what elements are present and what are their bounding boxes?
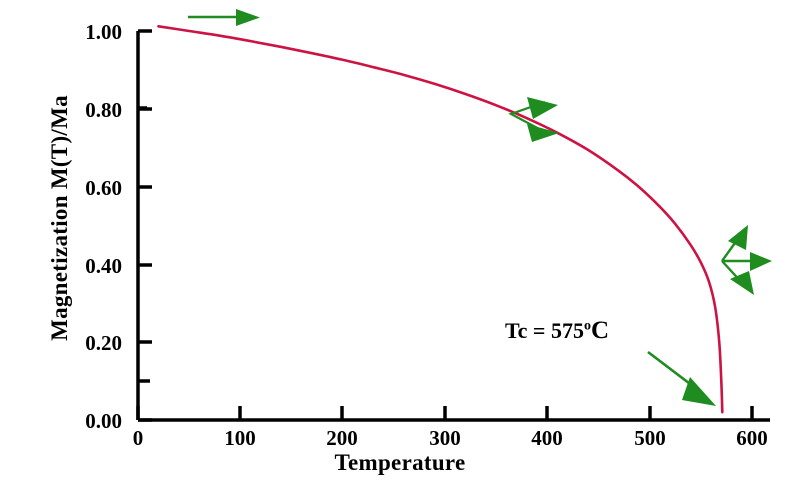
x-tick-label-200: 200 [326,426,358,450]
y-tick-label-1-00: 1.00 [85,20,122,44]
tc-annotation-lead: Tc = 575 [505,318,584,343]
x-tick-label-0: 0 [132,426,144,450]
arrow-pair-mid-icon [508,97,559,142]
y-axis-title: Magnetization M(T)/Ma [47,95,72,341]
x-axis-ticks [136,406,754,420]
degree-symbol-icon: o [583,318,591,334]
arrow-top-left-icon [188,9,260,26]
y-tick-label-0-40: 0.40 [85,254,122,278]
tc-annotation-unit: C [590,317,610,344]
y-tick-label-0-60: 0.60 [85,176,122,200]
arrow-triple-fan-icon [721,225,772,295]
annotation-arrows [188,9,772,406]
x-tick-label-300: 300 [429,426,461,450]
x-tick-label-100: 100 [224,426,256,450]
x-tick-label-400: 400 [531,426,563,450]
y-tick-label-0-80: 0.80 [85,98,122,122]
y-axis-ticks [138,29,152,422]
magnetization-curve [157,25,724,414]
arrow-diagonal-tc-icon [647,350,716,406]
x-tick-label-600: 600 [736,426,768,450]
x-tick-label-500: 500 [634,426,666,450]
y-tick-label-0-00: 0.00 [85,409,122,433]
axis-lines [136,31,770,422]
tc-annotation: Tc = 575oC [505,317,609,345]
x-axis-title: Temperature [334,450,466,475]
y-tick-label-0-20: 0.20 [85,331,122,355]
